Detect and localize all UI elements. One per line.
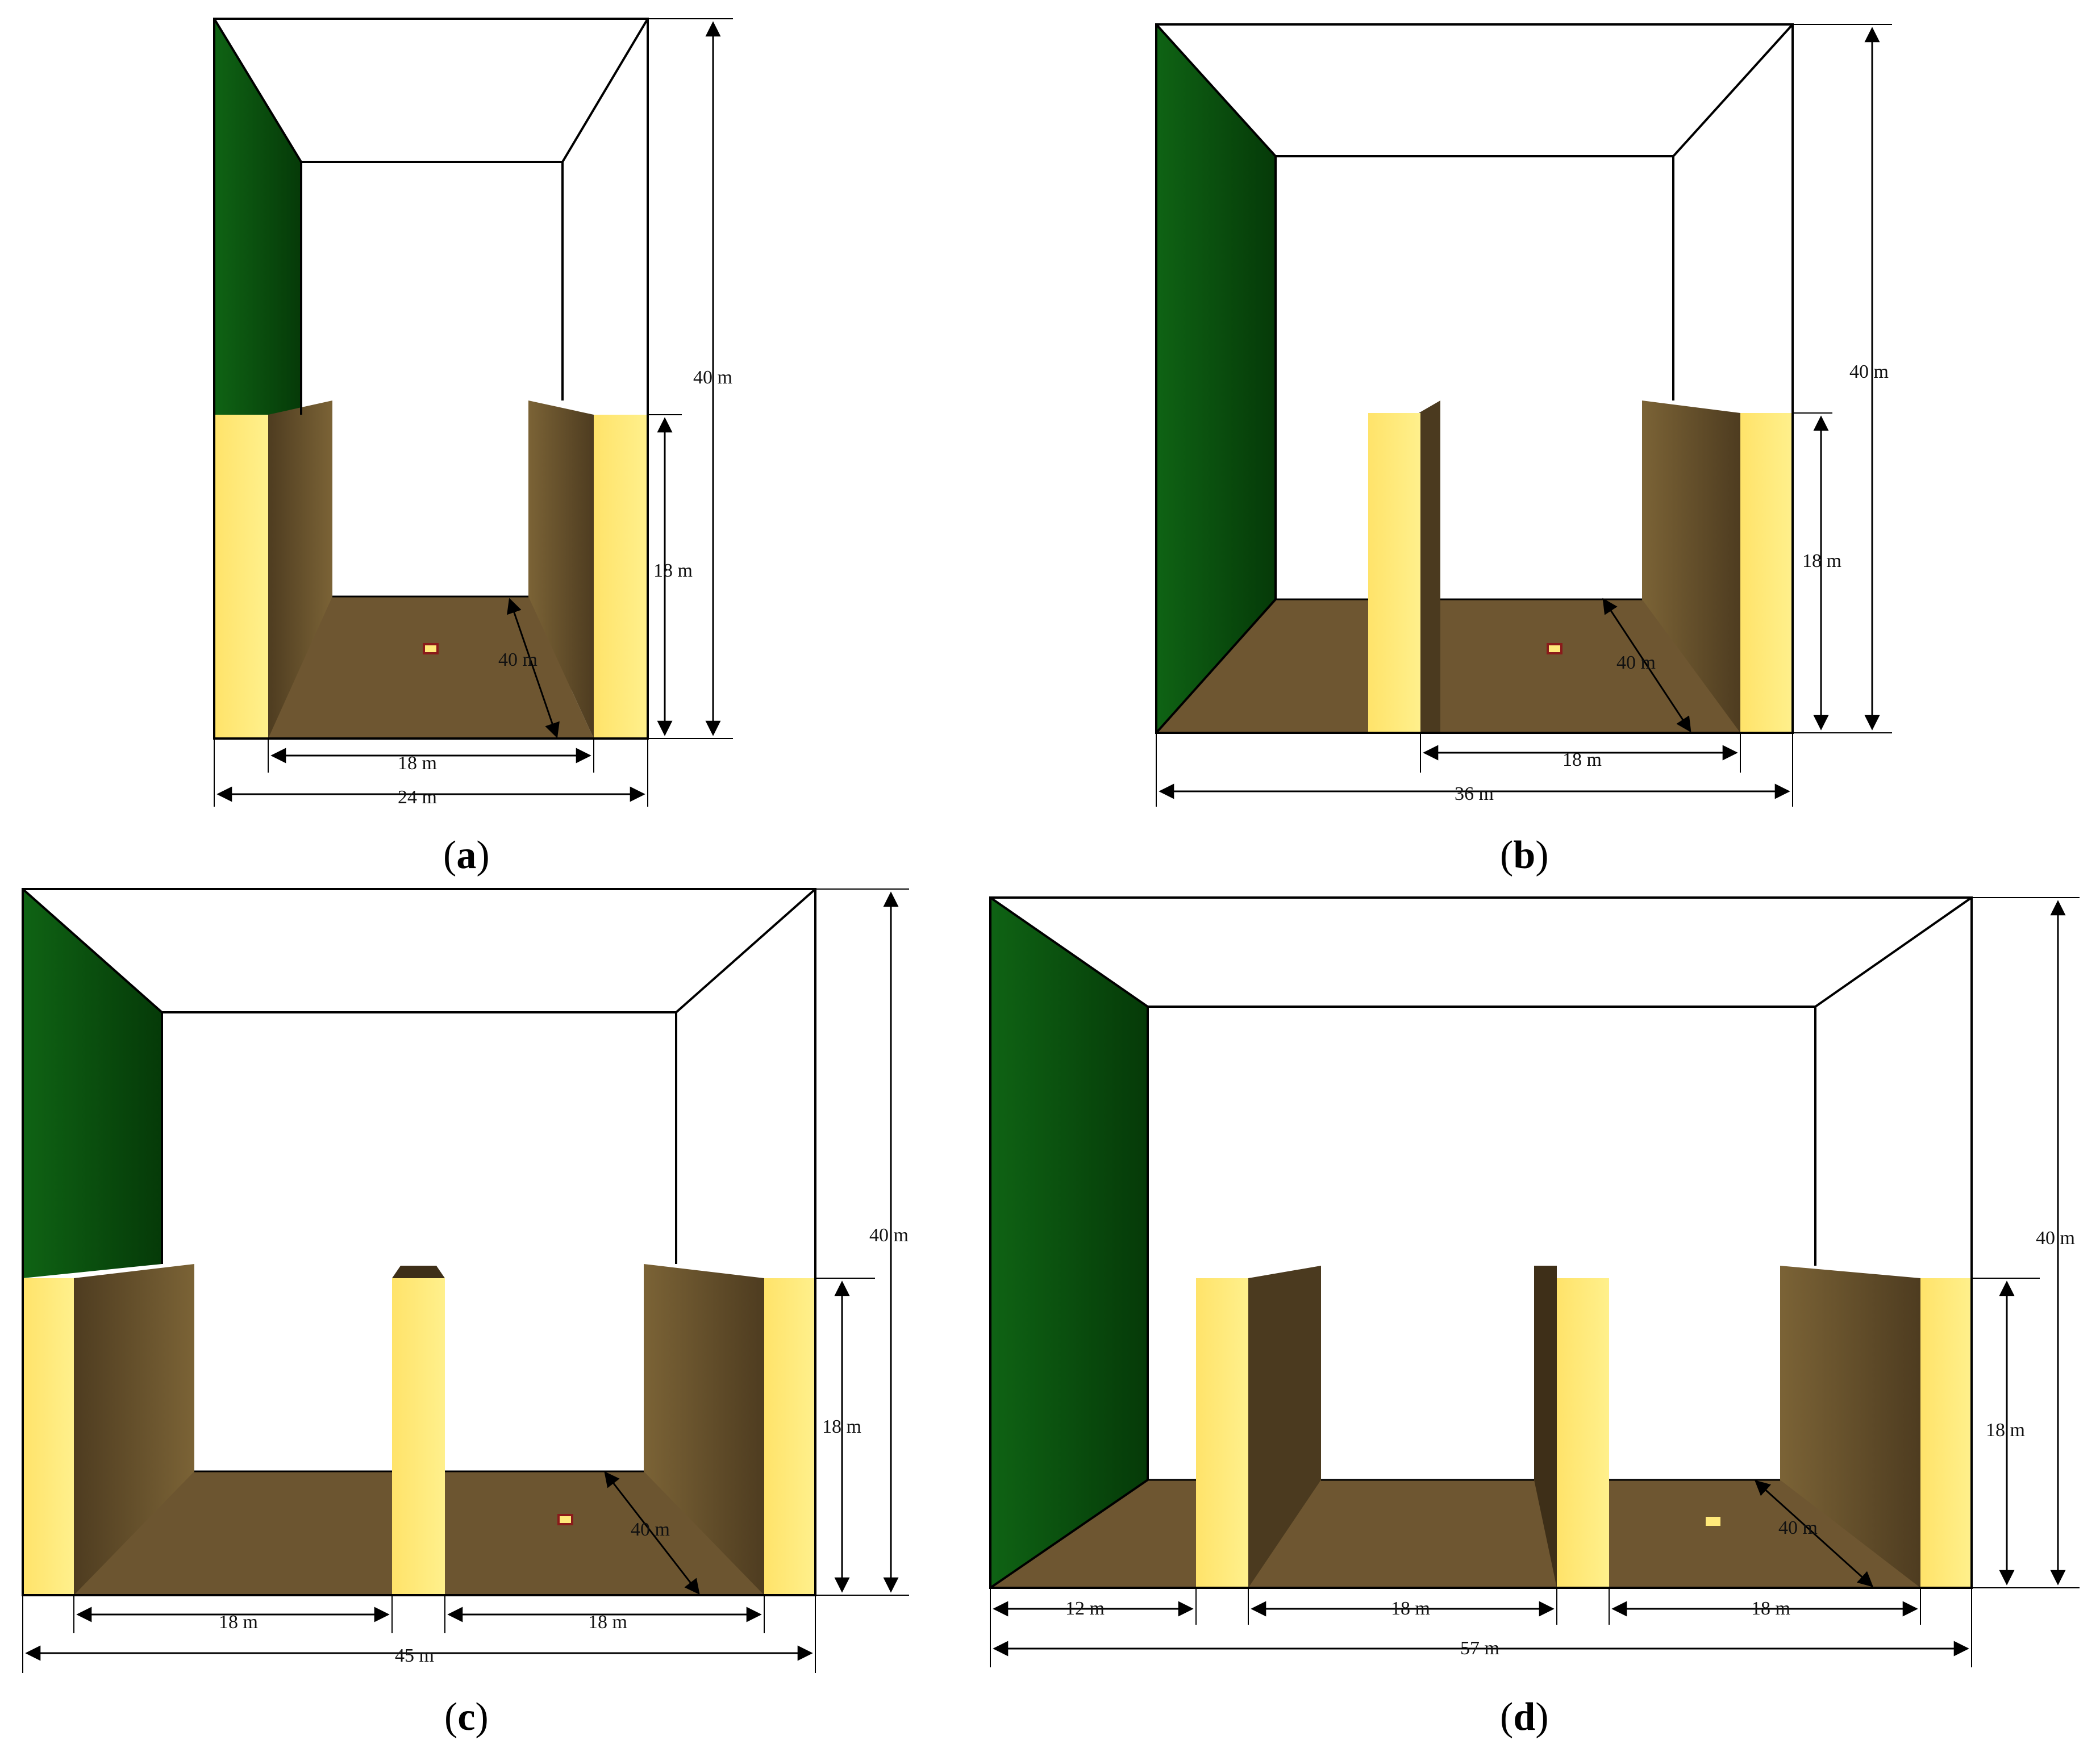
panel-d-caption: (d) [1500,1695,1549,1739]
panel-a-height-total-label: 40 m [693,367,732,388]
panel-b-pillar-front [1368,413,1420,733]
panel-c-width-right-label: 18 m [588,1612,627,1633]
panel-a-width-total-label: 24 m [398,787,437,808]
panel-d-pillar2-front [1557,1278,1609,1588]
panel-c-source-marker [557,1514,573,1525]
panel-b-right-wall-face [1642,401,1740,733]
panel-b-right-wall-end [1740,413,1793,733]
panel-c-width-left-label: 18 m [219,1612,258,1633]
panel-d-depth-label: 40 m [1778,1517,1818,1538]
panel-a-caption: (a) [443,833,490,877]
panel-c-right-wall-end [764,1278,815,1595]
panel-a-left-wall-face [268,401,332,739]
panel-b-height-wall-label: 18 m [1802,550,1841,571]
panel-d-pillar2-side [1534,1266,1557,1588]
panel-c-caption: (c) [444,1695,489,1739]
panel-b-source-marker [1547,643,1563,654]
panel-d-pillar1-side [1248,1266,1321,1588]
panel-c-height-wall-label: 18 m [822,1416,861,1437]
panel-c-pillar-top [392,1266,445,1278]
panel-a-height-wall-label: 18 m [653,560,693,581]
panel-a-caption-letter: a [456,833,476,877]
panel-b-green-wall [1156,24,1276,733]
panel-d: 40 m 18 m 40 m 12 m 18 m 18 m 57 m (d) [989,896,2080,1739]
panel-c-width-total-label: 45 m [395,1645,434,1666]
panel-a-green-wall [214,19,301,415]
panel-a-left-wall-end [214,415,268,739]
panel-d-right-wall-end [1920,1278,1972,1588]
panel-c-caption-letter: c [457,1695,475,1739]
panel-d-width-mid-label: 18 m [1391,1598,1430,1619]
panel-c-depth-label: 40 m [631,1519,670,1540]
panel-b-width-inner-label: 18 m [1563,749,1602,770]
panel-c-green-wall [23,889,162,1278]
panel-c: 40 m 18 m 40 m 18 m 18 m 45 m (c) [22,888,909,1739]
panel-b-depth-label: 40 m [1616,652,1656,673]
panel-d-height-total-label: 40 m [2036,1228,2075,1249]
panel-d-green-wall [990,898,1148,1588]
panel-a-depth-label: 40 m [498,649,538,670]
panel-c-height-total-label: 40 m [869,1225,909,1246]
panel-b-caption-letter: b [1513,833,1535,877]
panel-d-width-first-label: 12 m [1065,1598,1105,1619]
panel-d-right-wall-face [1780,1266,1920,1588]
panel-c-right-wall-face [644,1264,764,1595]
panel-a-width-inner-label: 18 m [398,753,437,774]
panel-d-source-marker [1706,1517,1720,1526]
panel-a-right-wall-end [594,415,648,739]
panel-c-pillar-front [392,1278,445,1595]
panel-c-left-wall-end [23,1278,74,1595]
panel-b-caption: (b) [1500,833,1549,877]
panel-d-width-right-label: 18 m [1751,1598,1790,1619]
panel-d-pillar1-front [1196,1278,1248,1588]
panel-b-width-total-label: 36 m [1455,783,1494,804]
panel-d-caption-letter: d [1513,1695,1535,1739]
panel-d-height-wall-label: 18 m [1986,1420,2025,1441]
panel-b-height-total-label: 40 m [1849,361,1889,382]
panel-c-left-wall-face [74,1264,194,1595]
panel-a-source-marker [423,643,439,654]
panel-b-pillar-side [1419,401,1440,733]
panel-a: 40 m 18 m 40 m 18 m 24 m (a) [213,18,733,877]
panel-b: 40 m 18 m 40 m 18 m 36 m (b) [1155,23,1892,877]
panel-d-width-total-label: 57 m [1460,1638,1499,1659]
panel-a-right-wall-face [528,401,594,739]
